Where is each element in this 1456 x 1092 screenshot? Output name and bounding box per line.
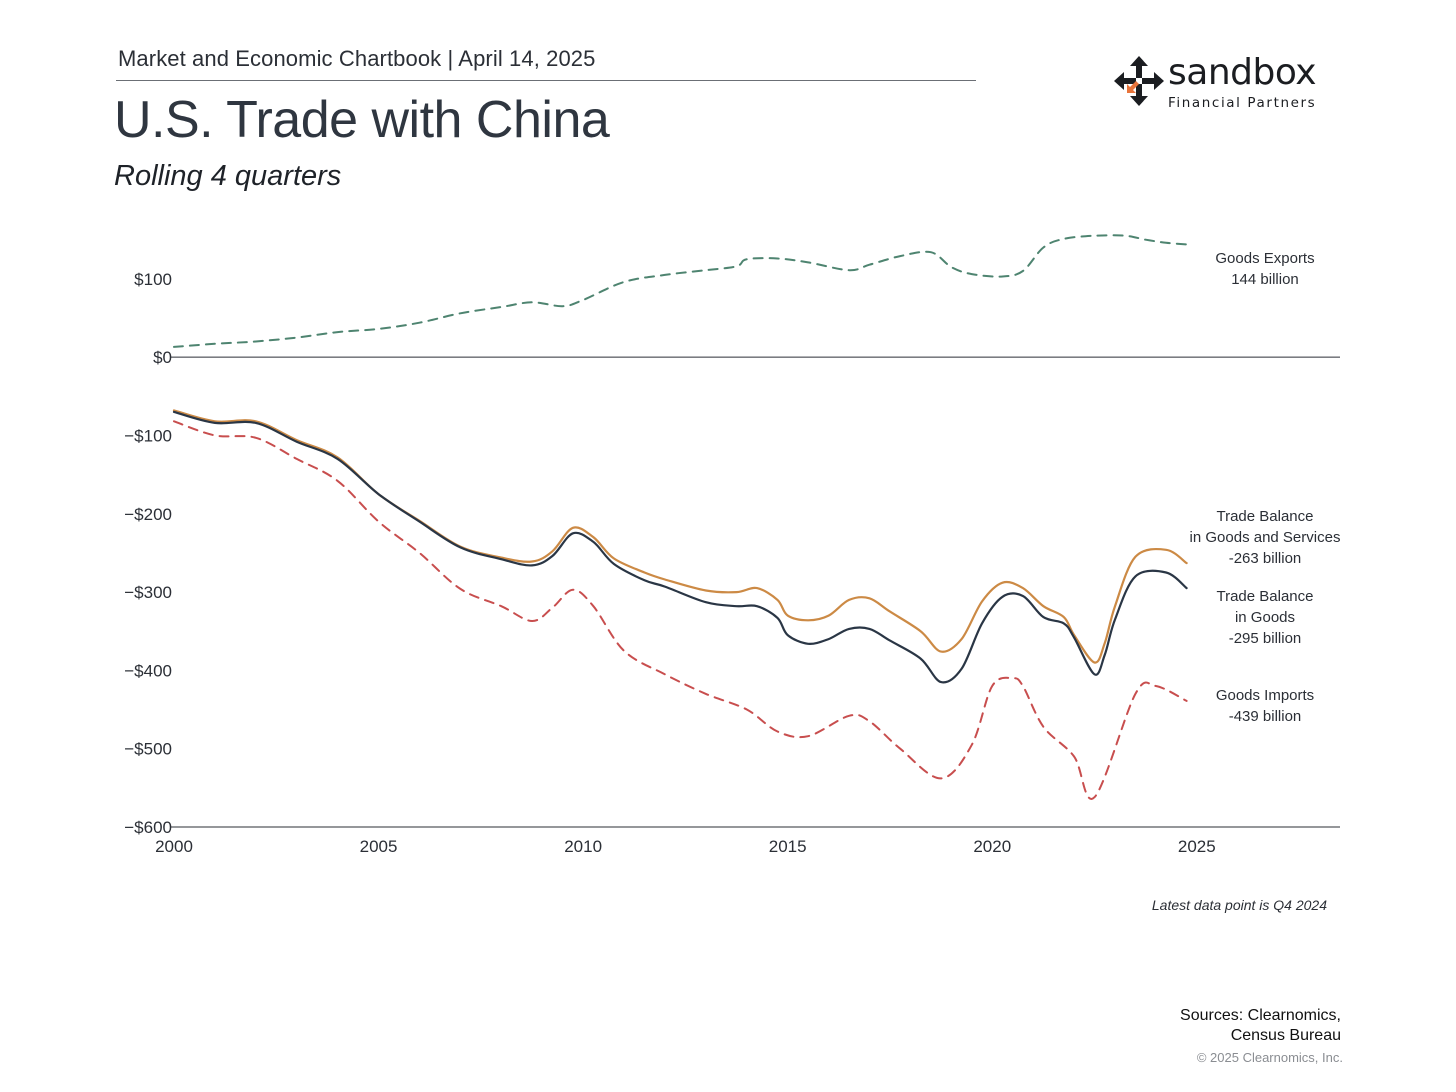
y-tick-label: −$500 [124,740,172,759]
chart-subtitle: Rolling 4 quarters [114,160,342,192]
x-tick-label: 2005 [360,837,398,856]
arrows-cross-icon [1114,56,1164,106]
series-line-goods_services [172,409,1188,664]
copyright: © 2025 Clearnomics, Inc. [1196,1050,1343,1065]
annotation-goods_services: Trade Balance [1216,508,1313,525]
annotation-goods_services: -263 billion [1229,550,1302,567]
x-tick-label: 2025 [1178,837,1216,856]
annotation-exports: Goods Exports [1215,250,1314,267]
y-tick-label: −$400 [124,661,172,680]
logo-wordmark: sandbox [1168,52,1317,93]
x-tick-label: 2020 [973,837,1011,856]
chart-title: U.S. Trade with China [114,91,610,149]
sources-line-1: Sources: Clearnomics, [1180,1007,1341,1024]
series-annotations: Goods Exports 144 billion Goods Imports -43… [1190,250,1341,725]
series-line-imports [173,420,1188,800]
header-rule [116,80,976,81]
y-tick-label: −$200 [124,505,172,524]
y-tick-label: −$600 [124,818,172,837]
latest-data-note: Latest data point is Q4 2024 [1151,897,1327,913]
chartbook-header: Market and Economic Chartbook | April 14… [118,46,596,71]
y-tick-label: −$100 [124,426,172,445]
series-line-exports [173,234,1188,348]
sandbox-logo: sandbox Financial Partners [1114,52,1329,114]
y-tick-label: $0 [153,348,172,367]
y-tick-label: −$300 [124,583,172,602]
x-tick-label: 2000 [155,837,193,856]
y-axis-labels: $100 $0 −$100 −$200 −$300 −$400 −$500 −$600 [124,270,172,837]
annotation-goods: Trade Balance [1216,588,1313,605]
series-lines [172,234,1188,800]
y-tick-label: $100 [134,270,172,289]
x-tick-label: 2010 [564,837,602,856]
x-tick-label: 2015 [769,837,807,856]
x-axis-labels: 2000 2005 2010 2015 2020 2025 [155,837,1216,856]
logo-subtitle: Financial Partners [1168,95,1317,111]
annotation-imports: -439 billion [1229,708,1302,725]
series-line-goods [172,410,1188,684]
annotation-goods: -295 billion [1229,630,1302,647]
sources: Sources: Clearnomics, Census Bureau [1180,1006,1341,1046]
annotation-goods: in Goods [1235,609,1295,626]
annotation-exports: 144 billion [1231,271,1299,288]
annotation-goods_services: in Goods and Services [1190,529,1341,546]
annotation-imports: Goods Imports [1216,687,1314,704]
sources-line-2: Census Bureau [1230,1027,1341,1044]
